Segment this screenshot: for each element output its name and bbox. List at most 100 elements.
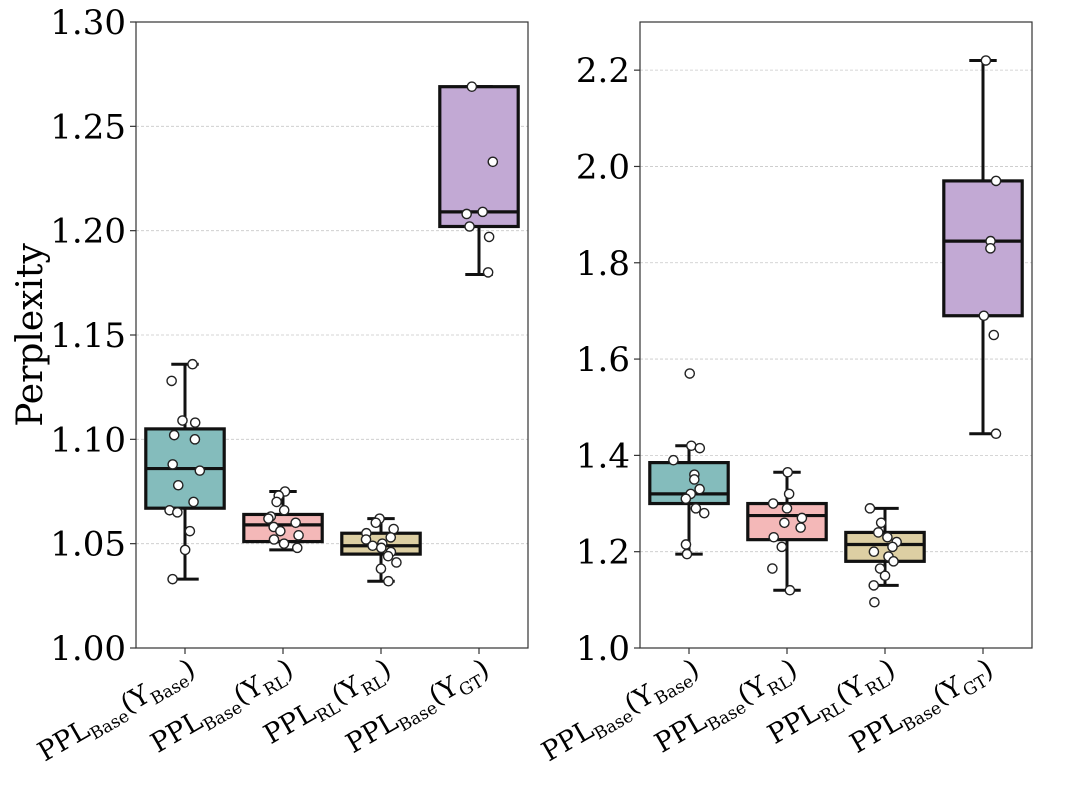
data-point — [187, 358, 198, 370]
data-point — [293, 530, 304, 541]
data-point — [698, 507, 710, 519]
data-point — [694, 442, 706, 454]
data-point — [167, 459, 178, 470]
box-3 — [340, 513, 422, 587]
data-point — [172, 479, 184, 491]
data-point — [275, 525, 286, 537]
data-point — [980, 55, 992, 66]
data-point — [189, 434, 201, 445]
data-point — [268, 534, 280, 545]
data-point — [680, 539, 692, 550]
data-point — [888, 556, 899, 567]
data-point — [360, 534, 372, 545]
box-body — [942, 179, 1024, 318]
data-point — [278, 538, 290, 549]
data-point — [278, 504, 290, 516]
data-point — [882, 531, 893, 543]
y-axis-label: Perplexity — [10, 243, 51, 427]
data-point — [680, 493, 692, 505]
data-point — [668, 454, 679, 466]
data-point — [869, 596, 880, 608]
data-point — [188, 496, 199, 508]
data-point — [872, 527, 884, 538]
x-tick-label: PPLBase(YGT) — [341, 653, 497, 763]
y-tick-label: 2.2 — [576, 51, 630, 91]
box-1 — [648, 368, 730, 560]
data-point — [482, 267, 494, 278]
data-point — [464, 221, 475, 232]
data-point — [875, 517, 887, 529]
y-tick-label: 1.8 — [576, 244, 630, 284]
box-4 — [438, 81, 520, 278]
x-tick-label: PPLBase(YBase) — [537, 653, 707, 771]
y-tick-label: 1.10 — [50, 420, 126, 460]
data-point — [167, 573, 178, 585]
x-tick-label: PPLBase(YBase) — [33, 653, 203, 771]
data-point — [487, 156, 499, 168]
data-point — [291, 542, 303, 554]
data-point — [796, 512, 808, 524]
data-point — [868, 546, 880, 557]
y-tick-label: 2.0 — [576, 147, 630, 187]
right-boxplot-panel: 1.0 1.2 1.4 1.6 1.8 2.0 2.2 PPLBase(YBase) PPLBa… — [537, 21, 1033, 771]
data-point — [461, 208, 472, 220]
data-point — [166, 375, 177, 387]
data-point — [868, 580, 880, 591]
data-point — [681, 548, 693, 560]
data-point — [370, 517, 382, 529]
data-point — [767, 563, 778, 574]
data-point — [375, 563, 387, 575]
data-point — [779, 517, 790, 529]
data-point — [874, 563, 886, 574]
data-point — [782, 466, 793, 478]
data-point — [383, 575, 394, 587]
data-point — [194, 465, 206, 476]
data-point — [795, 522, 806, 533]
data-point — [179, 544, 191, 556]
data-point — [990, 428, 1002, 440]
y-tick-label: 1.4 — [576, 436, 630, 476]
data-point — [385, 532, 397, 543]
data-point — [367, 540, 378, 552]
data-point — [466, 81, 478, 92]
box-3 — [844, 503, 926, 608]
box-1 — [144, 358, 226, 585]
data-point — [784, 584, 796, 596]
data-point — [990, 175, 1002, 187]
x-tick-label: PPLBase(YGT) — [845, 653, 1001, 763]
left-boxplot-panel: 1.00 1.05 1.10 1.15 1.20 1.25 1.30 Perplexity PP… — [10, 3, 529, 771]
data-point — [184, 525, 196, 537]
data-point — [768, 531, 780, 543]
data-point — [290, 517, 301, 529]
y-tick-label: 1.15 — [50, 316, 126, 356]
box-4 — [942, 55, 1024, 440]
data-point — [985, 243, 996, 254]
data-point — [781, 503, 793, 514]
y-tick-label: 1.00 — [50, 629, 126, 669]
data-point — [690, 503, 702, 514]
box-body — [438, 85, 520, 229]
data-point — [864, 503, 876, 514]
y-tick-label: 1.25 — [50, 107, 126, 147]
data-point — [879, 570, 891, 582]
data-point — [271, 496, 282, 508]
y-tick-label: 1.20 — [50, 212, 126, 252]
data-point — [978, 310, 990, 322]
y-tick-label: 1.2 — [576, 533, 630, 573]
data-point — [783, 488, 795, 500]
data-point — [177, 415, 188, 426]
y-tick-label: 1.05 — [50, 525, 126, 565]
data-point — [189, 417, 201, 428]
data-point — [477, 206, 488, 218]
y-tick-label: 1.0 — [576, 629, 630, 669]
data-point — [375, 542, 387, 554]
data-point — [776, 541, 788, 553]
y-tick-label: 1.6 — [576, 340, 630, 380]
y-tick-label: 1.30 — [50, 3, 126, 43]
data-point — [887, 541, 898, 553]
box-2 — [746, 466, 828, 596]
box-2 — [242, 486, 324, 554]
data-point — [382, 550, 394, 562]
data-point — [483, 231, 495, 243]
data-point — [168, 429, 180, 441]
